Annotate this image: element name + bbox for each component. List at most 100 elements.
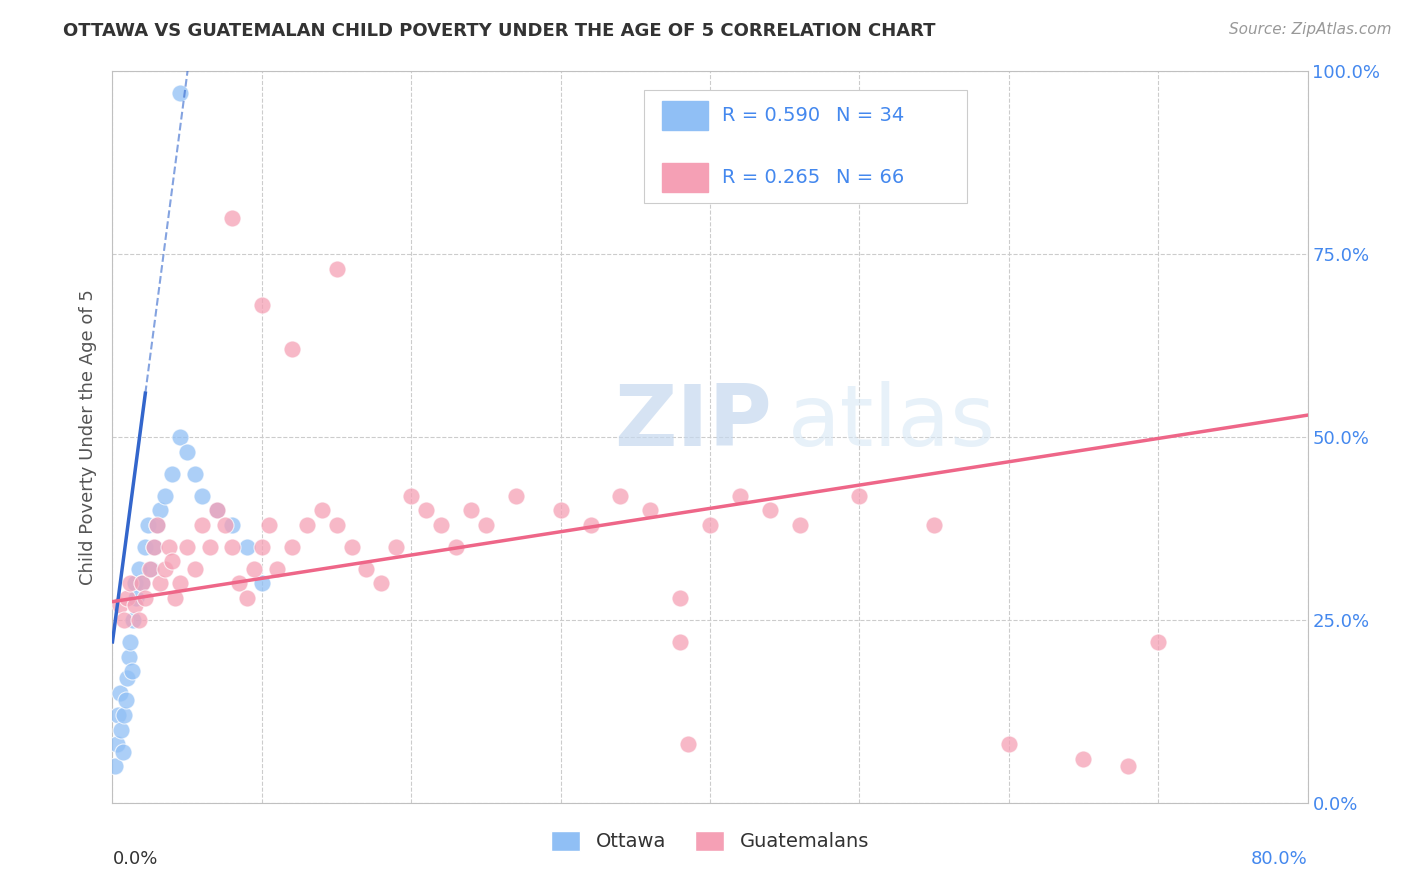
Point <box>117 672 139 686</box>
Point <box>141 562 163 576</box>
Point <box>579 517 602 532</box>
Text: 80.0%: 80.0% <box>1251 850 1308 868</box>
Point <box>205 503 228 517</box>
Point <box>143 540 166 554</box>
Point <box>259 517 281 532</box>
Point <box>385 540 408 554</box>
Point <box>104 759 127 773</box>
Point <box>169 430 191 444</box>
Point <box>149 503 172 517</box>
Point <box>415 503 437 517</box>
Point <box>176 540 198 554</box>
Point <box>122 613 145 627</box>
Point <box>1118 759 1140 773</box>
Point <box>124 576 146 591</box>
Text: R = 0.265: R = 0.265 <box>723 168 820 187</box>
Point <box>183 562 205 576</box>
Point <box>460 503 482 517</box>
Bar <box>662 101 707 130</box>
Point <box>153 489 176 503</box>
Point <box>169 576 191 591</box>
Point <box>198 540 221 554</box>
Point <box>120 576 142 591</box>
Point <box>236 591 259 605</box>
Point <box>676 737 699 751</box>
Point <box>325 517 347 532</box>
Text: N = 34: N = 34 <box>835 106 904 125</box>
Point <box>143 540 166 554</box>
Point <box>162 467 183 481</box>
Point <box>325 261 347 276</box>
FancyBboxPatch shape <box>644 90 967 203</box>
Point <box>118 649 141 664</box>
Point <box>281 540 304 554</box>
Point <box>401 489 423 503</box>
Point <box>505 489 527 503</box>
Point <box>114 708 135 723</box>
Point <box>250 298 273 312</box>
Point <box>117 591 139 605</box>
Point <box>108 599 131 613</box>
Point <box>114 613 135 627</box>
Point <box>1073 752 1095 766</box>
Point <box>221 211 243 225</box>
Text: OTTAWA VS GUATEMALAN CHILD POVERTY UNDER THE AGE OF 5 CORRELATION CHART: OTTAWA VS GUATEMALAN CHILD POVERTY UNDER… <box>63 22 936 40</box>
Point <box>759 503 782 517</box>
Point <box>128 613 150 627</box>
Point <box>107 708 129 723</box>
Point <box>669 635 692 649</box>
Point <box>266 562 288 576</box>
Point <box>356 562 378 576</box>
Point <box>153 562 176 576</box>
Point <box>149 576 172 591</box>
Bar <box>662 163 707 192</box>
Point <box>728 489 751 503</box>
Point <box>121 664 143 678</box>
Point <box>221 540 243 554</box>
Point <box>165 591 187 605</box>
Point <box>250 576 273 591</box>
Point <box>191 489 214 503</box>
Point <box>250 540 273 554</box>
Point <box>131 576 153 591</box>
Point <box>138 517 160 532</box>
Point <box>311 503 333 517</box>
Point <box>281 343 304 357</box>
Point <box>176 444 198 458</box>
Y-axis label: Child Poverty Under the Age of 5: Child Poverty Under the Age of 5 <box>79 289 97 585</box>
Point <box>444 540 467 554</box>
Point <box>128 562 150 576</box>
Text: ZIP: ZIP <box>614 381 772 464</box>
Point <box>430 517 453 532</box>
Point <box>157 540 180 554</box>
Point <box>124 599 146 613</box>
Point <box>134 591 156 605</box>
Point <box>236 540 259 554</box>
Point <box>640 503 662 517</box>
Point <box>134 540 156 554</box>
Point <box>108 686 131 700</box>
Point <box>146 517 169 532</box>
Point <box>221 517 243 532</box>
Point <box>191 517 214 532</box>
Point <box>205 503 228 517</box>
Point <box>370 576 392 591</box>
Point <box>120 635 142 649</box>
Point <box>295 517 318 532</box>
Text: N = 66: N = 66 <box>835 168 904 187</box>
Point <box>475 517 498 532</box>
Point <box>131 576 153 591</box>
Point <box>146 517 169 532</box>
Text: R = 0.590: R = 0.590 <box>723 106 820 125</box>
Text: atlas: atlas <box>787 381 995 464</box>
Point <box>183 467 205 481</box>
Point <box>998 737 1021 751</box>
Point <box>111 745 134 759</box>
Point <box>1147 635 1170 649</box>
Point <box>105 737 128 751</box>
Point <box>139 562 162 576</box>
Point <box>609 489 631 503</box>
Point <box>115 693 138 707</box>
Point <box>162 554 183 568</box>
Point <box>848 489 870 503</box>
